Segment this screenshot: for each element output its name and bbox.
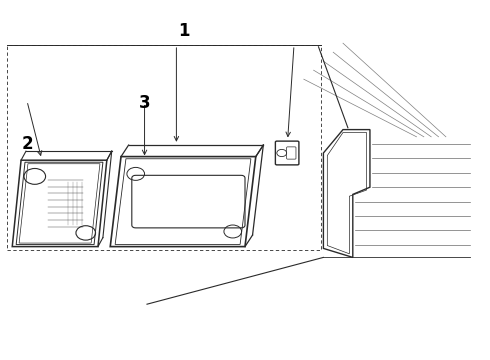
- Text: 1: 1: [178, 22, 190, 40]
- Bar: [7, 45, 321, 250]
- Text: 3: 3: [139, 94, 150, 112]
- Text: 2: 2: [21, 135, 33, 153]
